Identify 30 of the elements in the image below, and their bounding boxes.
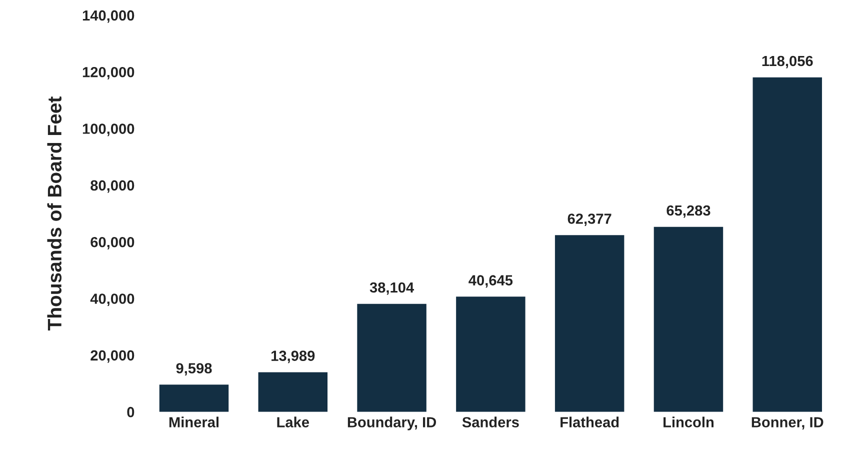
bar xyxy=(357,304,426,412)
y-tick-label: 60,000 xyxy=(90,236,134,250)
x-tick-label: Sanders xyxy=(462,416,519,428)
data-label: 62,377 xyxy=(568,214,612,226)
x-tick-label: Flathead xyxy=(560,416,619,428)
data-label: 65,283 xyxy=(666,205,710,218)
y-tick-label: 20,000 xyxy=(90,350,134,363)
y-tick-label: 0 xyxy=(127,406,134,418)
bar xyxy=(159,384,229,412)
y-tick-label: 140,000 xyxy=(82,10,134,23)
bar xyxy=(554,235,624,412)
data-label: 40,645 xyxy=(468,275,513,288)
data-label: 13,989 xyxy=(272,350,315,364)
data-label: 9,598 xyxy=(176,363,212,376)
x-tick-label: Lincoln xyxy=(664,416,714,428)
data-label: 38,104 xyxy=(370,282,414,295)
y-tick-label: 80,000 xyxy=(90,180,134,193)
y-tick-label: 120,000 xyxy=(82,66,134,80)
y-axis-title: Thousands of Board Feet xyxy=(47,96,62,330)
x-tick-label: Lake xyxy=(277,416,310,428)
data-label: 118,056 xyxy=(762,56,813,68)
bar xyxy=(654,226,724,412)
x-tick-label: Mineral xyxy=(169,416,218,428)
bar xyxy=(752,77,822,412)
bar xyxy=(258,372,328,412)
y-tick-label: 40,000 xyxy=(90,294,134,306)
y-tick-label: 100,000 xyxy=(82,124,134,136)
bar xyxy=(456,296,526,412)
x-tick-label: Bonner, ID xyxy=(752,417,824,430)
x-tick-label: Boundary, ID xyxy=(348,416,436,430)
